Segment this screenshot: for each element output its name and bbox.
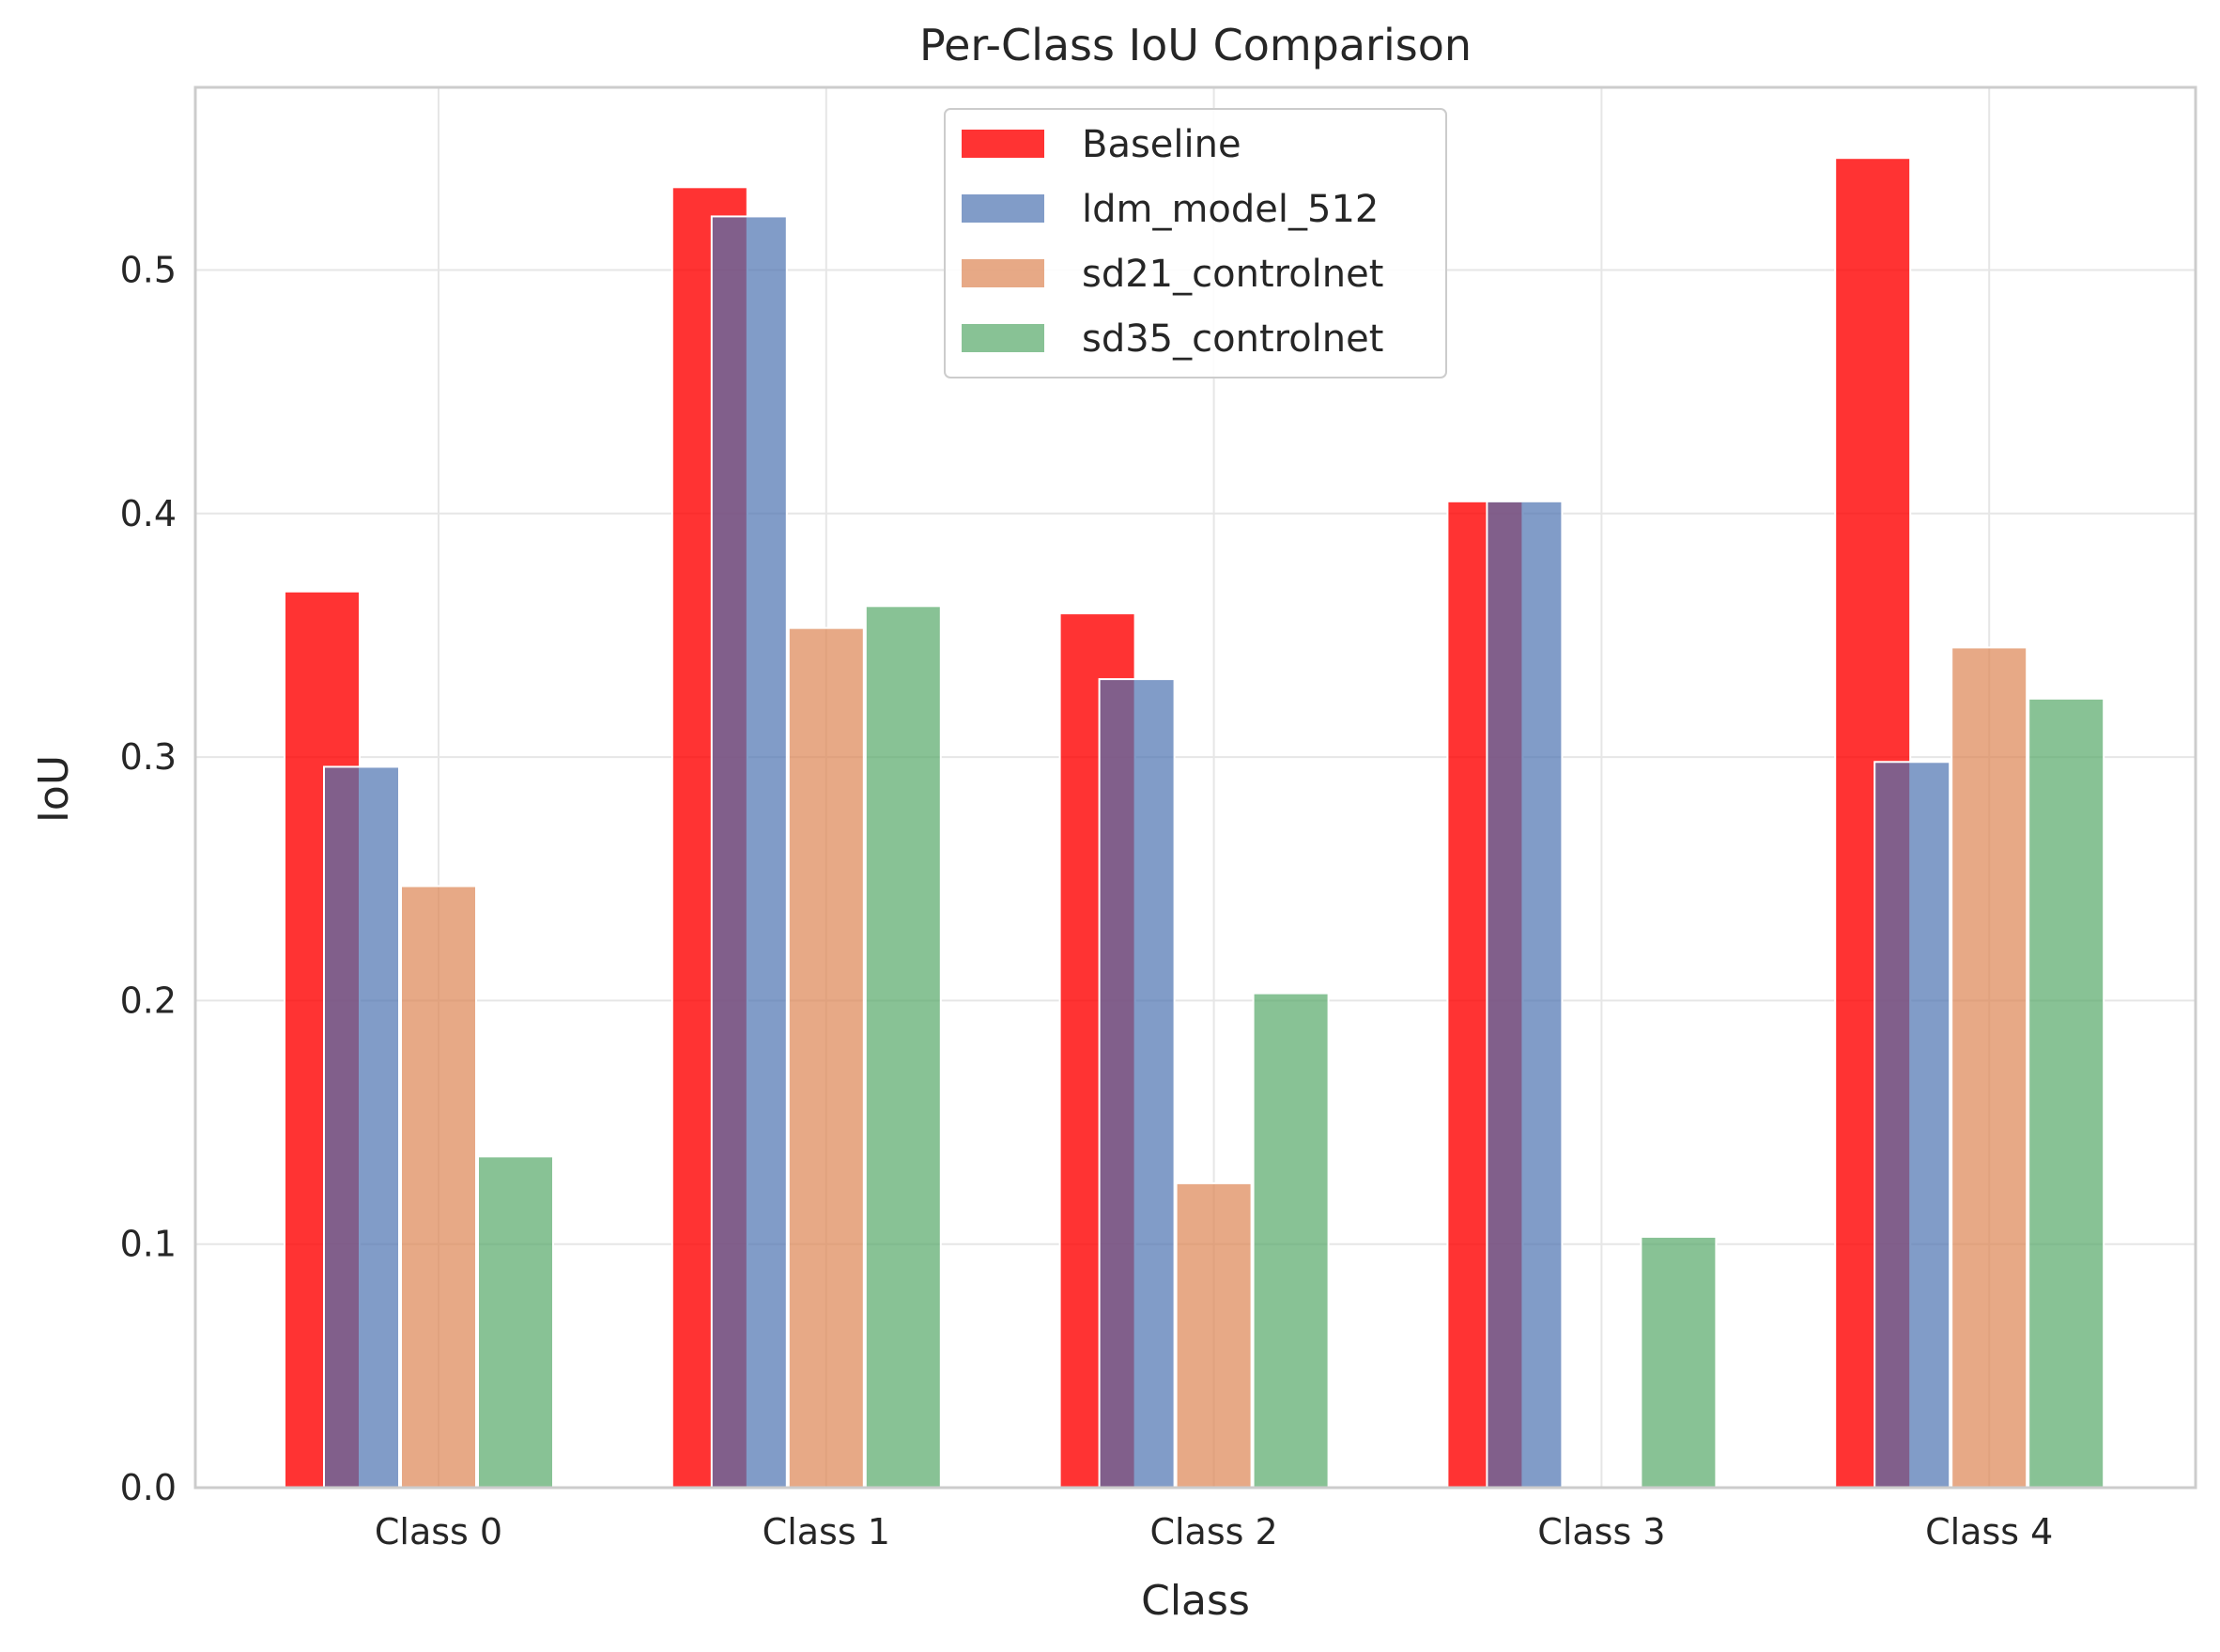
legend-swatch bbox=[962, 324, 1044, 352]
bar-ldm-model-512-class-2 bbox=[1098, 678, 1176, 1489]
bar-ldm-model-512-class-3 bbox=[1486, 500, 1564, 1489]
legend-swatch bbox=[962, 259, 1044, 287]
bar-ldm-model-512-class-1 bbox=[710, 215, 788, 1490]
legend-label: sd35_controlnet bbox=[1082, 317, 1383, 361]
x-tick-labels: Class 0 Class 1 Class 2 Class 3 Class 4 bbox=[375, 1511, 2053, 1552]
y-tick-label: 0.0 bbox=[120, 1467, 177, 1508]
y-tick-label: 0.4 bbox=[120, 493, 177, 534]
x-tick-label: Class 0 bbox=[375, 1511, 502, 1552]
y-tick-label: 0.5 bbox=[120, 249, 177, 290]
x-tick-label: Class 2 bbox=[1149, 1511, 1277, 1552]
chart-title: Per-Class IoU Comparison bbox=[919, 20, 1472, 70]
bar-sd21-controlnet-class-1 bbox=[787, 626, 865, 1489]
bar-ldm-model-512-class-4 bbox=[1873, 761, 1951, 1489]
legend-label: sd21_controlnet bbox=[1082, 253, 1383, 296]
bar-sd35-controlnet-class-1 bbox=[864, 605, 942, 1489]
x-tick-label: Class 4 bbox=[1925, 1511, 2053, 1552]
bar-sd21-controlnet-class-2 bbox=[1175, 1181, 1253, 1489]
bar-sd21-controlnet-class-0 bbox=[400, 885, 477, 1489]
bar-sd35-controlnet-class-2 bbox=[1252, 992, 1330, 1489]
legend-swatch bbox=[962, 194, 1044, 223]
plot-frame bbox=[193, 85, 2197, 1490]
legend: Baseline ldm_model_512 sd21_controlnet sd35… bbox=[944, 108, 1447, 378]
bar-sd35-controlnet-class-4 bbox=[2027, 697, 2105, 1489]
legend-frame bbox=[944, 108, 1447, 378]
bar-sd35-controlnet-class-3 bbox=[1640, 1235, 1718, 1489]
bars bbox=[284, 157, 2105, 1490]
bar-ldm-model-512-class-0 bbox=[323, 765, 400, 1489]
y-tick-label: 0.1 bbox=[120, 1224, 177, 1265]
legend-swatch bbox=[962, 130, 1044, 158]
y-axis-title: IoU bbox=[30, 755, 78, 823]
x-axis-title: Class bbox=[1141, 1577, 1250, 1625]
legend-label: Baseline bbox=[1082, 123, 1241, 166]
y-tick-label: 0.3 bbox=[120, 736, 177, 778]
x-tick-label: Class 1 bbox=[763, 1511, 890, 1552]
y-tick-label: 0.2 bbox=[120, 980, 177, 1021]
bar-sd21-controlnet-class-4 bbox=[1950, 646, 2028, 1489]
legend-label: ldm_model_512 bbox=[1082, 188, 1379, 231]
y-tick-labels: 0.0 0.1 0.2 0.3 0.4 0.5 bbox=[120, 249, 177, 1508]
bar-sd35-controlnet-class-0 bbox=[477, 1155, 554, 1489]
x-tick-label: Class 3 bbox=[1537, 1511, 1665, 1552]
